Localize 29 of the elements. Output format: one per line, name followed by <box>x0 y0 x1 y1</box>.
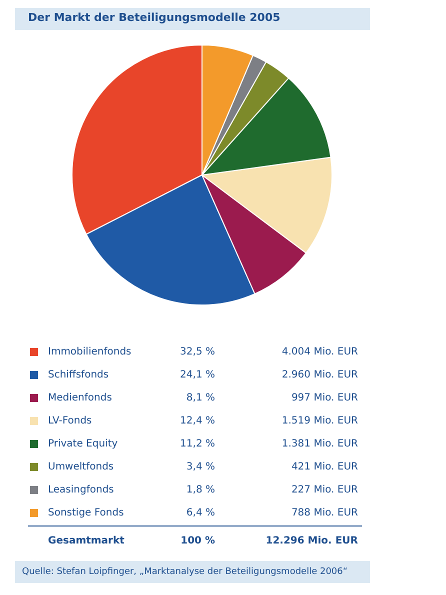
legend-label: Immobilienfonds <box>48 346 132 358</box>
text: 2.960 Mio. EUR <box>282 370 358 380</box>
legend-label: Sonstige Fonds <box>48 508 124 518</box>
legend-label: LV-Fonds <box>48 416 92 426</box>
text: 4.004 Mio. EUR <box>282 346 358 358</box>
legend-label: Umweltfonds <box>48 462 114 472</box>
data-label: 12,4 % <box>180 416 215 426</box>
legend-label: Leasingfonds <box>48 484 114 496</box>
chart-title: Der Markt der Beteiligungsmodelle 2005 <box>28 11 280 24</box>
legend-label: Schiffsfonds <box>48 370 109 380</box>
text: 421 Mio. EUR <box>291 462 358 472</box>
text: 788 Mio. EUR <box>291 508 358 518</box>
data-label: 11,2 % <box>180 438 215 450</box>
text: 100 % <box>180 536 215 546</box>
data-label: 3,4 % <box>186 462 215 472</box>
text: 227 Mio. EUR <box>291 484 358 496</box>
data-label: 24,1 % <box>180 370 215 380</box>
legend-label: Medienfonds <box>48 392 112 404</box>
data-label: 6,4 % <box>186 508 215 518</box>
text: Gesamtmarkt <box>48 536 125 546</box>
source-note: Quelle: Stefan Loipfinger, „Marktanalyse der Beteiligungsmodelle 2006“ <box>22 567 348 577</box>
text: 1.519 Mio. EUR <box>282 416 358 426</box>
data-label: 32,5 % <box>180 346 215 358</box>
data-label: 8,1 % <box>186 392 215 404</box>
data-label: 1,8 % <box>186 484 215 496</box>
legend-label: Private Equity <box>48 438 118 450</box>
text: 997 Mio. EUR <box>291 392 358 404</box>
text: 12.296 Mio. EUR <box>266 536 358 546</box>
text: 1.381 Mio. EUR <box>282 438 358 450</box>
